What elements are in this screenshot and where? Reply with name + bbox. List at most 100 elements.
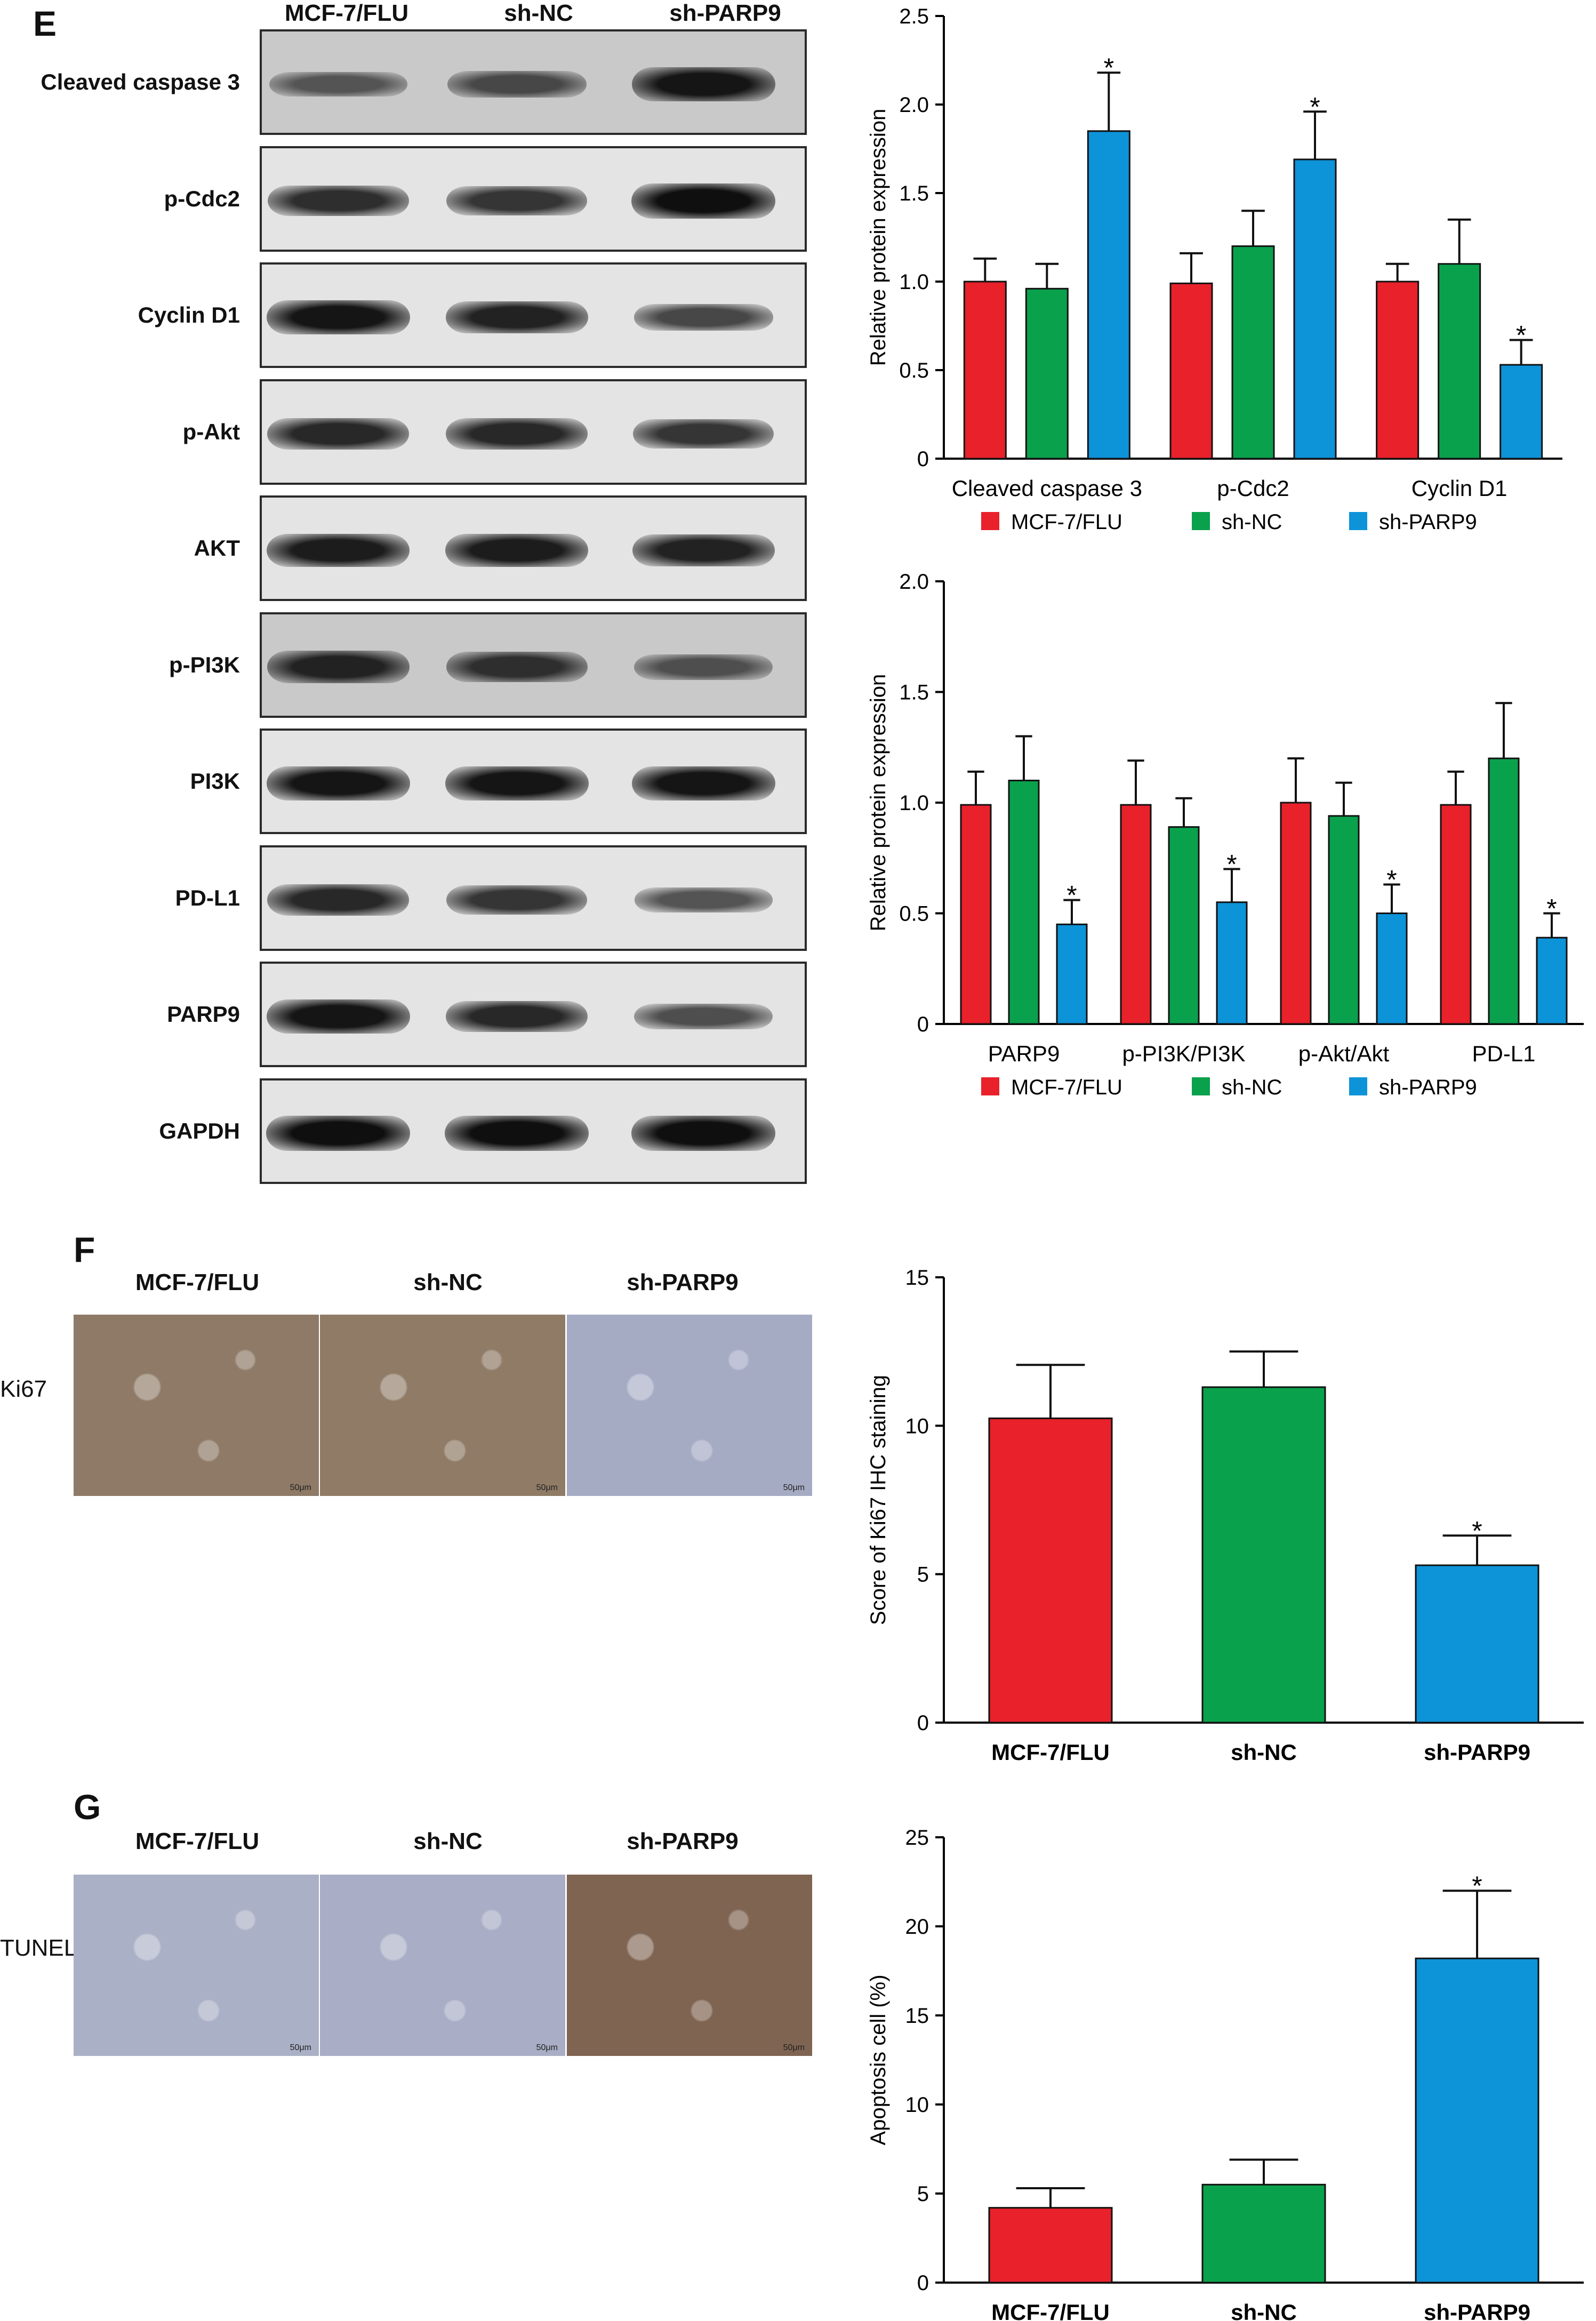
x-tick-label: Cleaved caspase 3 [952, 476, 1142, 501]
y-axis-label: Apoptosis cell (%) [867, 1974, 890, 2145]
ihc-image: 50μm [567, 1875, 812, 2056]
bar [1415, 1564, 1539, 1724]
legend-swatch [981, 1077, 999, 1095]
y-tick-label: 5 [917, 2182, 929, 2206]
blot-protein-label: Cyclin D1 [138, 302, 240, 327]
bar [988, 1417, 1113, 1724]
blot-band [446, 1001, 588, 1033]
panel-letter-f: F [74, 1230, 95, 1269]
x-tick-label: MCF-7/FLU [991, 2300, 1110, 2321]
bar-chart-ki67-score: 0 5 10 15 Score of Ki67 IHC staining MCF-7/FL… [867, 1266, 1584, 1765]
y-tick-label: 15 [905, 2004, 929, 2028]
bar [1415, 1957, 1539, 2284]
y-axis-label: Score of Ki67 IHC staining [867, 1375, 890, 1625]
x-tick-label: PD-L1 [1472, 1041, 1535, 1066]
significance-star: * [1472, 1516, 1482, 1546]
y-axis-label: Relative protein expression [867, 674, 890, 931]
blot-band [446, 418, 588, 450]
blot-band [269, 71, 407, 97]
ihc-image: 50μm [320, 1315, 565, 1496]
blot-protein-label: PI3K [190, 769, 240, 794]
blot-band [633, 304, 773, 331]
blot-band [634, 887, 773, 913]
legend-swatch [1349, 1077, 1367, 1095]
blot-band [266, 766, 410, 801]
ihc-g-header: MCF-7/FLU [135, 1828, 260, 1854]
bar [960, 804, 992, 1025]
blot-band [446, 186, 587, 216]
blot-band [445, 766, 589, 801]
x-tick-label: p-Cdc2 [1217, 476, 1289, 501]
bar [1438, 263, 1481, 460]
blot-lane-header: sh-PARP9 [669, 0, 781, 26]
bar [1376, 281, 1419, 460]
blot-band [632, 534, 775, 567]
bar [963, 281, 1007, 460]
legend-label: sh-NC [1222, 1076, 1282, 1099]
y-tick-label: 0 [917, 447, 929, 471]
y-tick-label: 0.5 [899, 359, 929, 382]
blot-strip [260, 495, 807, 601]
blot-strip [260, 29, 807, 135]
y-tick-label: 0 [917, 1013, 929, 1036]
x-tick-label: Cyclin D1 [1411, 476, 1507, 501]
bar [1201, 2183, 1326, 2284]
legend-label: sh-PARP9 [1379, 510, 1477, 534]
y-tick-label: 1.5 [899, 681, 929, 705]
x-tick-label: sh-NC [1231, 1740, 1297, 1765]
x-tick-label: MCF-7/FLU [991, 1740, 1110, 1765]
bar [1008, 780, 1040, 1025]
bar [1087, 130, 1130, 460]
blot-strip [260, 612, 807, 718]
x-tick-label: PARP9 [988, 1041, 1060, 1066]
blot-band [445, 533, 588, 567]
blot-band [633, 419, 774, 449]
bar [1056, 923, 1088, 1025]
ihc-f-header: sh-PARP9 [627, 1269, 739, 1295]
y-tick-label: 2.5 [899, 5, 929, 28]
blot-protein-label: p-Cdc2 [164, 186, 240, 211]
blot-band [266, 1115, 410, 1151]
blot-band [267, 884, 409, 916]
bar [988, 2207, 1113, 2284]
blot-strip [260, 1078, 807, 1184]
x-tick-label: p-PI3K/PI3K [1122, 1041, 1245, 1066]
scale-bar-label: 50μm [290, 2043, 311, 2052]
significance-star: * [1472, 1871, 1482, 1901]
bar [1293, 158, 1337, 460]
blot-lane-header: sh-NC [504, 0, 573, 26]
bar [1488, 757, 1520, 1025]
ihc-row-label: TUNEL [0, 1935, 77, 1961]
ihc-g-header: sh-NC [413, 1828, 483, 1854]
blot-band [446, 885, 587, 915]
blot-band [631, 766, 775, 801]
bar [1536, 937, 1568, 1025]
significance-star: * [1226, 850, 1237, 879]
y-axis-label: Relative protein expression [867, 109, 890, 366]
blot-band [267, 651, 410, 683]
blot-band [267, 533, 410, 567]
scale-bar-label: 50μm [536, 2043, 558, 2052]
y-tick-label: 1.0 [899, 791, 929, 815]
bar [1440, 804, 1472, 1025]
legend-label: sh-PARP9 [1379, 1076, 1477, 1099]
ihc-image: 50μm [74, 1315, 319, 1496]
scale-bar-label: 50μm [783, 2043, 805, 2052]
blot-band [445, 1115, 589, 1151]
scale-bar-label: 50μm [783, 1483, 805, 1492]
legend-label: sh-NC [1222, 510, 1282, 534]
bar-chart-parp9-pathway: 0 0.5 1.0 1.5 2.0 Relative protein expression… [867, 570, 1584, 1099]
legend-swatch [1349, 512, 1367, 530]
scale-bar-label: 50μm [536, 1483, 558, 1492]
blot-strip [260, 379, 807, 485]
blot-protein-label: PARP9 [167, 1002, 240, 1027]
ihc-row-label: Ki67 [0, 1376, 47, 1402]
y-tick-label: 20 [905, 1915, 929, 1939]
bar [1499, 364, 1543, 460]
blot-strip [260, 845, 807, 951]
ihc-f-header: sh-NC [413, 1269, 483, 1295]
significance-star: * [1386, 865, 1397, 895]
legend-label: MCF-7/FLU [1011, 510, 1122, 534]
bar [1216, 901, 1248, 1025]
y-tick-label: 25 [905, 1826, 929, 1850]
